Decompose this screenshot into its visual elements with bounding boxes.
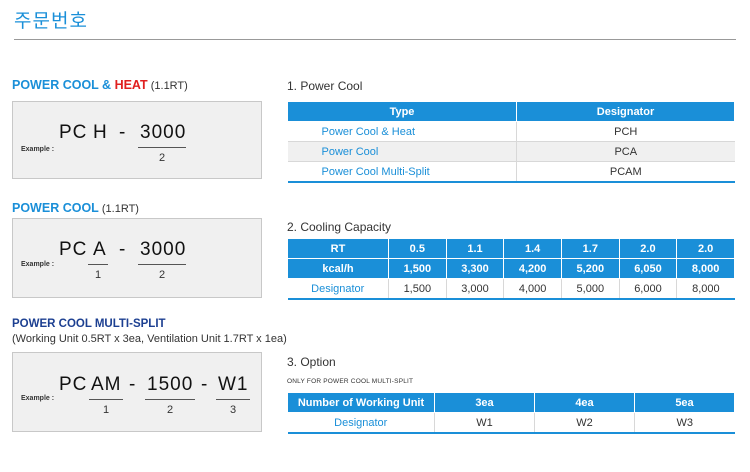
table-header: 1.7 — [560, 238, 620, 259]
table-header: 1.4 — [503, 238, 562, 259]
row-label: Designator — [287, 412, 435, 434]
table-cell: 1,500 — [388, 278, 447, 300]
table3-note: ONLY FOR POWER COOL MULTI-SPLIT — [287, 378, 414, 385]
table-header: 5,200 — [560, 258, 620, 279]
table-cell: W3 — [634, 412, 735, 434]
code-part-option: W1 — [218, 374, 249, 395]
designator-cell: PCH — [516, 121, 735, 142]
table-header: Designator — [516, 101, 735, 122]
type-underline — [88, 264, 108, 265]
table-header: 3ea — [434, 392, 535, 413]
code-number: 2 — [158, 152, 166, 164]
table-row: Power Cool PCA — [287, 141, 735, 162]
table-header: 2.0 — [676, 238, 735, 259]
table3-title: 3. Option — [287, 355, 336, 369]
power-cool-table: Type Designator Power Cool & Heat PCH Po… — [287, 101, 735, 183]
page-title: 주문번호 — [14, 11, 88, 32]
code-part-series: PC — [59, 374, 88, 395]
table-header: RT — [287, 238, 389, 259]
example-label: Example : — [21, 146, 55, 153]
table-row: Designator W1 W2 W3 — [287, 412, 735, 434]
table-cell: 6,000 — [618, 278, 677, 300]
table-header: 1,500 — [388, 258, 447, 279]
heat-example-box: Example : PC H - 3000 2 — [12, 101, 262, 179]
code-part-capacity: 1500 — [147, 374, 194, 395]
option-table: Number of Working Unit 3ea 4ea 5ea Desig… — [287, 392, 735, 434]
cool-title: POWER COOL — [12, 201, 99, 215]
table-header: 4ea — [534, 392, 635, 413]
title-divider — [14, 39, 736, 40]
table-cell: W1 — [434, 412, 535, 434]
heat-title-prefix: POWER COOL & — [12, 78, 115, 92]
multi-section-title: POWER COOL MULTI-SPLIT — [12, 318, 166, 330]
table-header: Number of Working Unit — [287, 392, 435, 413]
heat-title-red: HEAT — [114, 78, 148, 92]
code-part-dash: - — [119, 122, 127, 143]
table-header: 6,050 — [618, 258, 678, 279]
code-part-dash: - — [129, 374, 137, 395]
cool-example-box: Example : PC A - 3000 1 2 — [12, 218, 262, 298]
code-part-type: H — [93, 122, 108, 143]
code-part-dash: - — [201, 374, 209, 395]
code-part-dash: - — [119, 239, 127, 260]
table-header: 2.0 — [618, 238, 678, 259]
type-cell: Power Cool Multi-Split — [287, 161, 517, 183]
table2-title: 2. Cooling Capacity — [287, 220, 392, 234]
option-underline — [216, 399, 250, 400]
table-cell: 8,000 — [676, 278, 735, 300]
multi-example-box: Example : PC AM - 1500 - W1 1 2 3 — [12, 352, 262, 432]
capacity-underline — [138, 264, 186, 265]
code-part-series: PC — [59, 122, 88, 143]
table-header: 3,300 — [445, 258, 505, 279]
code-number: 2 — [166, 404, 174, 416]
row-label: Designator — [287, 278, 389, 300]
table-cell: 4,000 — [503, 278, 562, 300]
table-cell: W2 — [534, 412, 635, 434]
code-part-type: A — [93, 239, 107, 260]
example-label: Example : — [21, 395, 55, 402]
table-row: Designator 1,500 3,000 4,000 5,000 6,000… — [287, 278, 735, 300]
table-header: Type — [287, 101, 517, 122]
cool-section-title: POWER COOL (1.1RT) — [12, 201, 139, 215]
table-header: 8,000 — [676, 258, 735, 279]
cool-title-note: (1.1RT) — [98, 203, 139, 215]
code-part-capacity: 3000 — [140, 122, 187, 143]
table-cell: 3,000 — [445, 278, 504, 300]
type-underline — [89, 399, 123, 400]
table-row: Power Cool & Heat PCH — [287, 121, 735, 142]
code-part-capacity: 3000 — [140, 239, 187, 260]
table-row: Power Cool Multi-Split PCAM — [287, 161, 735, 183]
type-cell: Power Cool — [287, 141, 517, 162]
code-number: 3 — [229, 404, 237, 416]
table-header: kcal/h — [287, 258, 389, 279]
code-part-series: PC — [59, 239, 88, 260]
capacity-underline — [145, 399, 195, 400]
code-number: 2 — [158, 269, 166, 281]
capacity-underline — [138, 147, 186, 148]
heat-section-title: POWER COOL & HEAT (1.1RT) — [12, 78, 188, 92]
code-part-type: AM — [91, 374, 122, 395]
table-header: 5ea — [634, 392, 735, 413]
table-cell: 5,000 — [560, 278, 620, 300]
table1-title: 1. Power Cool — [287, 79, 363, 93]
code-number: 1 — [94, 269, 102, 281]
cooling-capacity-table: RT 0.5 1.1 1.4 1.7 2.0 2.0 kcal/h 1,500 … — [287, 238, 735, 300]
table-header: 0.5 — [388, 238, 447, 259]
multi-section-subtitle: (Working Unit 0.5RT x 3ea, Ventilation U… — [12, 333, 287, 345]
code-number: 1 — [102, 404, 110, 416]
table-header: 4,200 — [503, 258, 562, 279]
heat-title-note: (1.1RT) — [147, 80, 188, 92]
type-cell: Power Cool & Heat — [287, 121, 517, 142]
designator-cell: PCA — [516, 141, 735, 162]
example-label: Example : — [21, 261, 55, 268]
table-header: 1.1 — [445, 238, 505, 259]
designator-cell: PCAM — [516, 161, 735, 183]
